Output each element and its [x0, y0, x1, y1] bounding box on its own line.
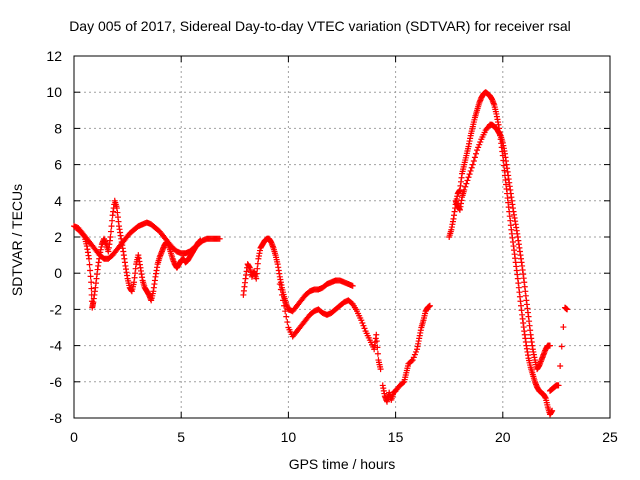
chart-title: Day 005 of 2017, Sidereal Day-to-day VTE…: [69, 18, 571, 34]
data-point: [564, 306, 571, 313]
data-point: [276, 281, 283, 288]
y-tick-label: -6: [50, 374, 63, 390]
data-point: [87, 273, 94, 280]
data-point: [80, 232, 87, 239]
x-tick-label: 5: [177, 429, 185, 445]
x-tick-label: 0: [70, 429, 78, 445]
data-points: [71, 89, 571, 418]
x-tick-label: 10: [281, 429, 297, 445]
data-point: [283, 313, 290, 320]
data-point: [467, 167, 474, 174]
data-point: [408, 357, 415, 364]
y-tick-label: 2: [54, 229, 62, 245]
data-point: [88, 285, 95, 292]
data-point: [374, 344, 381, 351]
data-point: [410, 354, 417, 361]
data-point: [476, 141, 483, 148]
data-point: [277, 286, 284, 293]
data-point: [373, 338, 380, 345]
x-tick-label: 20: [495, 429, 511, 445]
data-point: [465, 174, 472, 181]
data-point: [471, 154, 478, 161]
data-point: [108, 223, 115, 230]
data-point: [409, 357, 416, 364]
data-point: [284, 319, 291, 326]
data-point: [87, 267, 94, 274]
tick-labels: 0 5 10 15 20 25 -8 -6 -4 -2 0 2 4 6 8 10 12: [46, 48, 618, 445]
y-tick-label: -8: [50, 410, 63, 426]
data-point: [474, 147, 481, 154]
data-point: [555, 382, 562, 389]
data-point: [477, 138, 484, 145]
y-tick-label: 0: [54, 265, 62, 281]
data-point: [470, 157, 477, 164]
data-point: [468, 164, 475, 171]
data-point: [349, 282, 356, 289]
y-tick-label: -4: [50, 338, 63, 354]
data-point: [281, 302, 288, 309]
data-point: [360, 322, 367, 329]
data-point: [197, 237, 204, 244]
y-tick-label: 8: [54, 120, 62, 136]
x-tick-label: 15: [388, 429, 404, 445]
data-point: [88, 279, 95, 286]
data-point: [216, 235, 223, 242]
data-point: [86, 261, 93, 268]
data-point: [86, 255, 93, 262]
data-point: [463, 180, 470, 187]
y-tick-label: -2: [50, 301, 63, 317]
data-point: [426, 302, 433, 309]
data-point: [373, 331, 380, 338]
data-point: [359, 319, 366, 326]
data-point: [411, 351, 418, 358]
y-tick-label: 4: [54, 193, 62, 209]
data-point: [560, 324, 567, 331]
data-point: [546, 342, 553, 349]
data-point: [400, 379, 407, 386]
data-point: [475, 144, 482, 151]
data-point: [558, 343, 565, 350]
data-point: [461, 186, 468, 193]
x-axis-label: GPS time / hours: [288, 456, 396, 472]
y-tick-label: 10: [46, 84, 62, 100]
data-point: [377, 366, 384, 373]
data-point: [557, 362, 564, 369]
data-point: [282, 308, 289, 315]
y-axis-label: SDTVAR / TECUs: [9, 183, 25, 297]
data-point: [473, 150, 479, 157]
y-tick-label: 12: [46, 48, 62, 64]
x-tick-label: 25: [602, 429, 618, 445]
data-point: [280, 297, 287, 304]
data-point: [358, 317, 365, 324]
data-point: [374, 350, 381, 357]
data-point: [466, 171, 473, 178]
data-point: [361, 325, 368, 332]
data-point: [107, 234, 114, 240]
data-point: [109, 217, 116, 224]
plot-frame: [73, 55, 611, 419]
y-tick-label: 6: [54, 157, 62, 173]
data-point: [462, 183, 469, 190]
data-point: [107, 228, 114, 235]
data-point: [464, 177, 471, 184]
data-point: [469, 161, 476, 168]
data-point: [412, 348, 419, 355]
data-point: [549, 407, 556, 414]
data-point: [278, 291, 285, 298]
